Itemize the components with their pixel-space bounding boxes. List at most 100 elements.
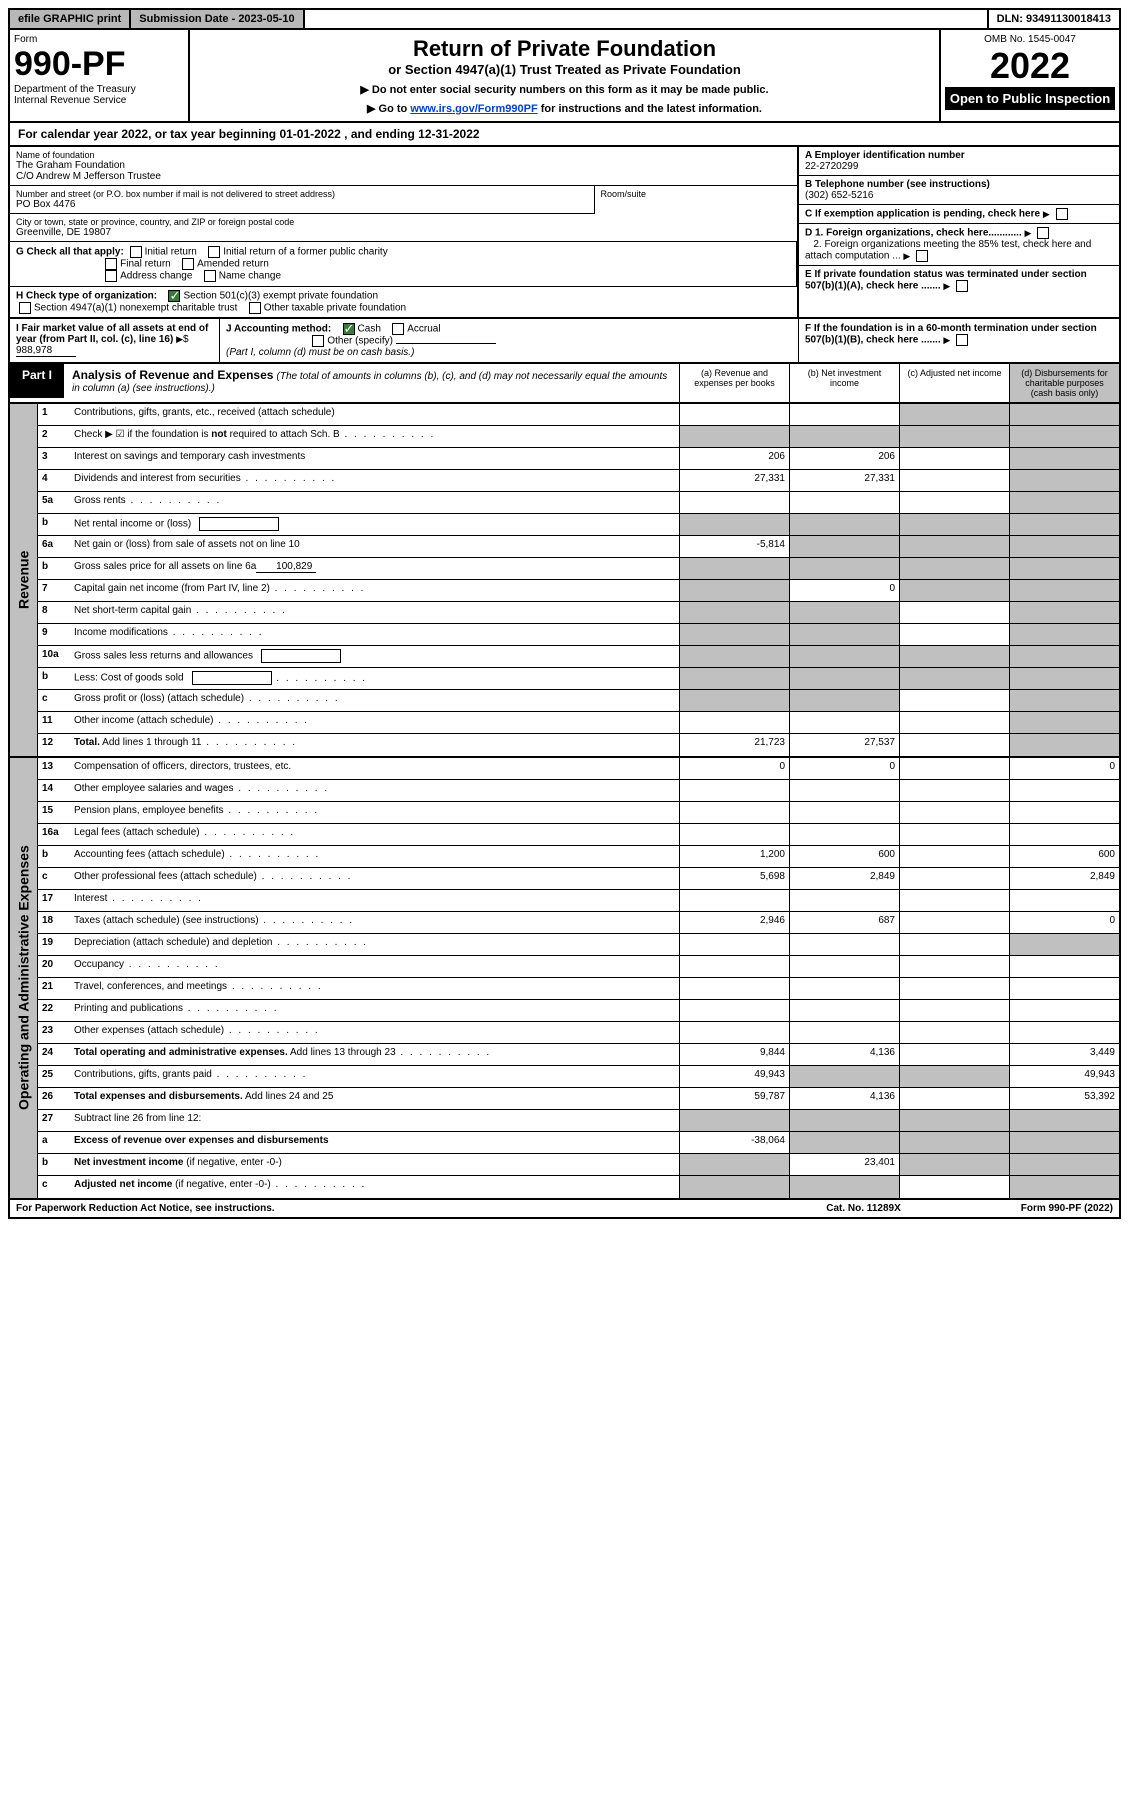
- table-row: 10aGross sales less returns and allowanc…: [38, 646, 1119, 668]
- value-cell-c: [899, 956, 1009, 977]
- j-note: (Part I, column (d) must be on cash basi…: [226, 347, 414, 358]
- initial-public-checkbox[interactable]: [208, 246, 220, 258]
- value-cell-c: [899, 1022, 1009, 1043]
- table-row: cOther professional fees (attach schedul…: [38, 868, 1119, 890]
- d1-checkbox[interactable]: [1037, 227, 1049, 239]
- name-change-checkbox[interactable]: [204, 270, 216, 282]
- value-cell-a: [679, 1000, 789, 1021]
- address-change-checkbox[interactable]: [105, 270, 117, 282]
- value-cell-c: [899, 492, 1009, 513]
- value-cell-a: [679, 580, 789, 601]
- value-cell-a: [679, 624, 789, 645]
- row-number: 27: [38, 1110, 70, 1131]
- value-cell-d: [1009, 978, 1119, 999]
- value-cell-c: [899, 734, 1009, 756]
- value-cell-a: [679, 802, 789, 823]
- value-cell-c: [899, 1066, 1009, 1087]
- value-cell-d: [1009, 514, 1119, 535]
- row-description: Other expenses (attach schedule): [70, 1022, 679, 1043]
- title-box: Return of Private Foundation or Section …: [190, 30, 939, 121]
- value-cell-d: [1009, 1176, 1119, 1198]
- value-cell-c: [899, 802, 1009, 823]
- value-cell-b: [789, 404, 899, 425]
- e-checkbox[interactable]: [956, 280, 968, 292]
- row-number: 10a: [38, 646, 70, 667]
- d2-checkbox[interactable]: [916, 250, 928, 262]
- row-description: Legal fees (attach schedule): [70, 824, 679, 845]
- phone-cell: B Telephone number (see instructions) (3…: [799, 176, 1119, 205]
- row-number: 16a: [38, 824, 70, 845]
- row-description: Subtract line 26 from line 12:: [70, 1110, 679, 1131]
- e-cell: E If private foundation status was termi…: [799, 266, 1119, 295]
- col-a-header: (a) Revenue and expenses per books: [679, 364, 789, 402]
- foundation-name-cell: Name of foundation The Graham Foundation…: [10, 147, 797, 186]
- value-cell-c: [899, 868, 1009, 889]
- value-cell-d: 2,849: [1009, 868, 1119, 889]
- f-checkbox[interactable]: [956, 334, 968, 346]
- table-row: 25Contributions, gifts, grants paid49,94…: [38, 1066, 1119, 1088]
- value-cell-b: 687: [789, 912, 899, 933]
- value-cell-a: [679, 712, 789, 733]
- expenses-side-label: Operating and Administrative Expenses: [10, 758, 38, 1198]
- value-cell-b: [789, 514, 899, 535]
- table-row: 13Compensation of officers, directors, t…: [38, 758, 1119, 780]
- value-cell-d: 0: [1009, 912, 1119, 933]
- value-cell-d: 600: [1009, 846, 1119, 867]
- calendar-year-line: For calendar year 2022, or tax year begi…: [8, 123, 1121, 147]
- phone-value: (302) 652-5216: [805, 190, 873, 201]
- row-description: Capital gain net income (from Part IV, l…: [70, 580, 679, 601]
- value-cell-c: [899, 558, 1009, 579]
- value-cell-b: [789, 558, 899, 579]
- value-cell-b: [789, 492, 899, 513]
- value-cell-b: [789, 712, 899, 733]
- instructions-link[interactable]: www.irs.gov/Form990PF: [410, 103, 537, 115]
- table-row: 26Total expenses and disbursements. Add …: [38, 1088, 1119, 1110]
- row-number: 17: [38, 890, 70, 911]
- value-cell-a: [679, 956, 789, 977]
- omb-number: OMB No. 1545-0047: [945, 34, 1115, 45]
- value-cell-b: [789, 978, 899, 999]
- row-number: 14: [38, 780, 70, 801]
- table-row: 24Total operating and administrative exp…: [38, 1044, 1119, 1066]
- table-row: cGross profit or (loss) (attach schedule…: [38, 690, 1119, 712]
- part1-header: Part I Analysis of Revenue and Expenses …: [8, 364, 1121, 404]
- c-checkbox[interactable]: [1056, 208, 1068, 220]
- value-cell-c: [899, 668, 1009, 689]
- other-taxable-checkbox[interactable]: [249, 302, 261, 314]
- cash-checkbox[interactable]: [343, 323, 355, 335]
- final-return-checkbox[interactable]: [105, 258, 117, 270]
- value-cell-a: 2,946: [679, 912, 789, 933]
- row-description: Net gain or (loss) from sale of assets n…: [70, 536, 679, 557]
- table-row: 5aGross rents: [38, 492, 1119, 514]
- value-cell-b: [789, 780, 899, 801]
- foundation-name-2: C/O Andrew M Jefferson Trustee: [16, 171, 791, 182]
- 501c3-checkbox[interactable]: [168, 290, 180, 302]
- footer-cat-no: Cat. No. 11289X: [826, 1203, 900, 1214]
- value-cell-b: [789, 1000, 899, 1021]
- col-c-header: (c) Adjusted net income: [899, 364, 1009, 402]
- row-description: Other income (attach schedule): [70, 712, 679, 733]
- value-cell-a: [679, 1110, 789, 1131]
- table-row: 27Subtract line 26 from line 12:: [38, 1110, 1119, 1132]
- value-cell-c: [899, 646, 1009, 667]
- value-cell-c: [899, 1088, 1009, 1109]
- row-number: 13: [38, 758, 70, 779]
- other-method-checkbox[interactable]: [312, 335, 324, 347]
- value-cell-b: 600: [789, 846, 899, 867]
- 4947a1-checkbox[interactable]: [19, 302, 31, 314]
- amended-return-checkbox[interactable]: [182, 258, 194, 270]
- value-cell-c: [899, 780, 1009, 801]
- table-row: cAdjusted net income (if negative, enter…: [38, 1176, 1119, 1198]
- d-cell: D 1. Foreign organizations, check here..…: [799, 224, 1119, 266]
- initial-return-checkbox[interactable]: [130, 246, 142, 258]
- value-cell-a: [679, 646, 789, 667]
- table-row: 6aNet gain or (loss) from sale of assets…: [38, 536, 1119, 558]
- value-cell-b: [789, 426, 899, 447]
- value-cell-b: 23,401: [789, 1154, 899, 1175]
- value-cell-a: [679, 890, 789, 911]
- row-number: 19: [38, 934, 70, 955]
- efile-print-button[interactable]: efile GRAPHIC print: [10, 10, 131, 28]
- value-cell-d: [1009, 1154, 1119, 1175]
- value-cell-b: 4,136: [789, 1044, 899, 1065]
- accrual-checkbox[interactable]: [392, 323, 404, 335]
